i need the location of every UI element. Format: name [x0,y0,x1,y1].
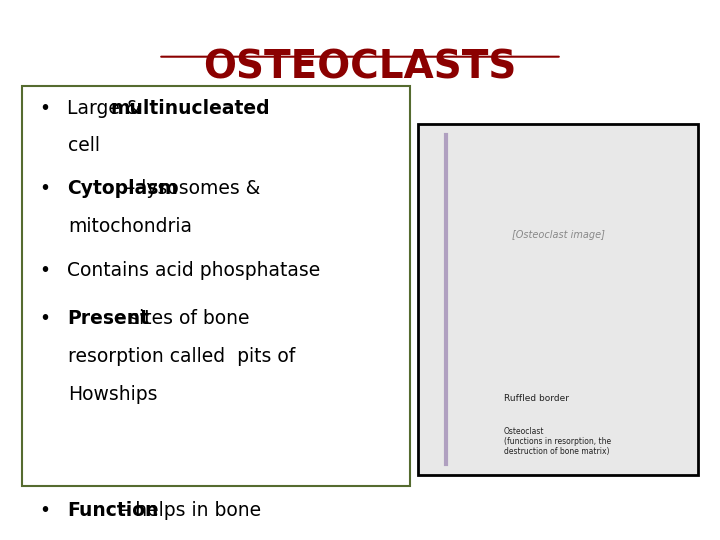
Text: mitochondria: mitochondria [68,217,192,237]
Text: Contains acid phosphatase: Contains acid phosphatase [67,260,320,280]
Text: OSTEOCLASTS: OSTEOCLASTS [203,49,517,86]
Text: •: • [40,179,57,199]
Text: – helps in bone: – helps in bone [114,501,261,520]
Text: – sites of bone: – sites of bone [108,309,250,328]
Text: resorption called  pits of: resorption called pits of [68,347,296,366]
Text: •: • [40,98,57,118]
Text: cell: cell [68,136,100,156]
Text: Function: Function [67,501,158,520]
Text: •: • [40,501,57,520]
Text: – lysosomes &: – lysosomes & [120,179,261,199]
Text: multinucleated: multinucleated [110,98,270,118]
Text: •: • [40,309,57,328]
Text: [Osteoclast image]: [Osteoclast image] [512,230,604,240]
Text: Large &: Large & [67,98,146,118]
Text: Cytoplasm: Cytoplasm [67,179,178,199]
FancyBboxPatch shape [418,124,698,475]
Text: Present: Present [67,309,149,328]
Text: Osteoclast
(functions in resorption, the
destruction of bone matrix): Osteoclast (functions in resorption, the… [504,427,611,456]
Text: Howships: Howships [68,384,158,404]
Text: •: • [40,260,57,280]
Text: Ruffled border: Ruffled border [504,394,569,403]
